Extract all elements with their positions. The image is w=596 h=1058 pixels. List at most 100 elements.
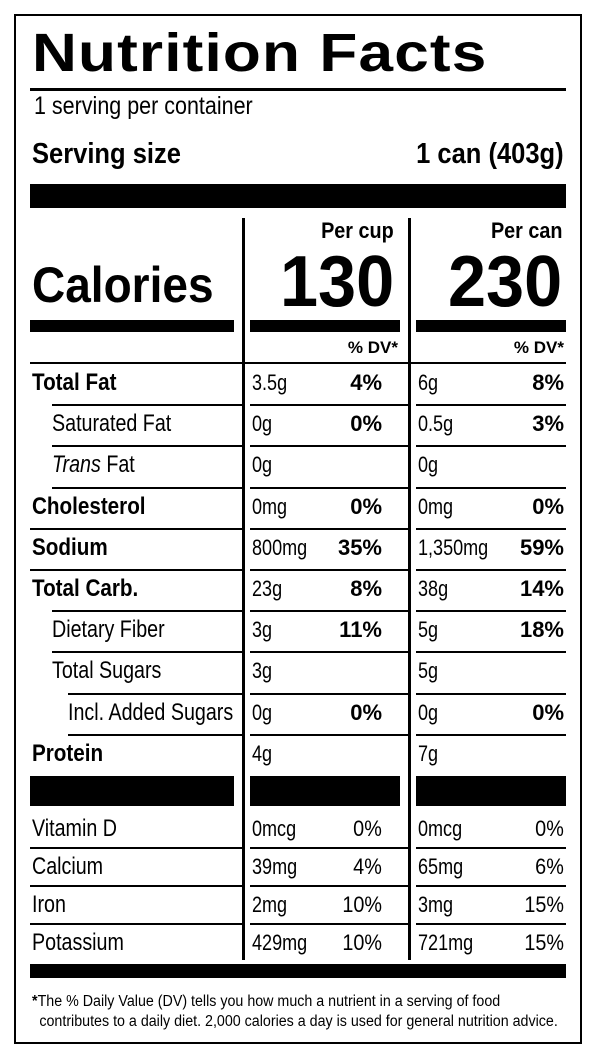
row-divider [250, 404, 408, 407]
row-divider [68, 733, 242, 736]
per-cup-heading: Per cup [321, 218, 394, 243]
row-divider [30, 569, 242, 571]
can-dv: 0% [532, 699, 564, 725]
can-amount: 38g [418, 576, 449, 601]
dv-heading-can: % DV* [513, 338, 564, 357]
vitamins-bar-can [416, 776, 566, 806]
cup-amount: 0mg [252, 493, 288, 519]
row-divider [250, 569, 408, 571]
nutrient-name: Protein [32, 739, 104, 767]
can-dv: 59% [519, 534, 564, 560]
row-divider [68, 692, 242, 695]
cup-amount: 2mg [252, 892, 288, 917]
column-divider-right [408, 218, 411, 960]
can-amount: 0g [418, 699, 439, 725]
nutrient-row: Protein 4g 7g [30, 735, 566, 776]
can-dv: 0% [535, 816, 564, 841]
can-dv: 18% [519, 617, 564, 643]
servings-per-container: 1 serving per container [34, 92, 253, 120]
row-divider [250, 692, 408, 695]
cup-amount: 3g [252, 658, 273, 684]
vitamins-bar-cup [250, 776, 400, 806]
row-divider [416, 692, 566, 695]
calories-bar-left [30, 320, 234, 332]
row-divider [416, 885, 566, 887]
cup-amount: 0mcg [252, 816, 297, 841]
vitamin-row: Vitamin D 0mcg 0% 0mcg 0% [30, 810, 566, 848]
footnote: *The % Daily Value (DV) tells you how mu… [32, 992, 558, 1032]
nutrient-row: Total Fat 3.5g 4% 6g 8% [30, 364, 566, 405]
nutrient-name: Trans Fat [52, 453, 135, 477]
nutrient-row: Dietary Fiber 3g 11% 5g 18% [30, 611, 566, 652]
dv-heading-cup: % DV* [347, 338, 398, 357]
row-divider [250, 885, 408, 887]
row-divider [250, 610, 408, 613]
row-divider [52, 404, 242, 407]
row-divider [250, 486, 408, 489]
footnote-star: * [32, 993, 38, 1010]
cup-amount: 4g [252, 740, 273, 766]
row-divider [52, 445, 242, 448]
vitamins-bar-left [30, 776, 234, 806]
can-dv: 14% [519, 576, 564, 601]
row-divider [416, 923, 566, 925]
column-divider-left [242, 218, 245, 960]
serving-size-value: 1 can (403g) [416, 138, 564, 170]
row-divider [52, 610, 242, 613]
nutrient-name: Total Sugars [52, 657, 162, 685]
cup-amount: 23g [252, 576, 283, 601]
cup-amount: 0g [252, 699, 273, 725]
per-can-heading: Per can [490, 218, 562, 243]
cup-dv: 4% [350, 370, 382, 395]
cup-dv: 10% [342, 930, 382, 955]
row-divider [30, 527, 242, 530]
row-divider [416, 610, 566, 613]
row-divider [416, 527, 566, 530]
vitamin-name: Vitamin D [32, 815, 117, 842]
cup-dv: 11% [339, 617, 382, 643]
can-amount: 0mg [418, 493, 454, 519]
cup-dv: 0% [350, 411, 382, 437]
calories-per-can: 230 [447, 242, 562, 322]
nutrient-name-italic: Trans [52, 451, 101, 479]
nutrient-name: Sodium [32, 533, 108, 561]
cup-dv: 4% [353, 854, 382, 879]
serving-size-bar [30, 184, 566, 208]
nutrient-row: Sodium 800mg 35% 1,350mg 59% [30, 529, 566, 570]
nutrient-row: Total Sugars 3g 5g [30, 652, 566, 693]
footnote-bar [30, 964, 566, 978]
cup-amount: 39mg [252, 854, 298, 879]
nutrient-name: Total Fat [32, 369, 117, 396]
row-divider [250, 527, 408, 530]
vitamin-name: Iron [32, 891, 66, 918]
serving-size-label: Serving size [32, 138, 181, 170]
nutrient-name: Incl. Added Sugars [68, 698, 234, 726]
row-divider [250, 733, 408, 736]
cup-dv: 0% [350, 699, 382, 725]
cup-amount: 3g [252, 617, 273, 643]
vitamin-row: Iron 2mg 10% 3mg 15% [30, 886, 566, 924]
nutrient-name: Saturated Fat [52, 410, 172, 438]
calories-per-cup: 130 [279, 242, 394, 322]
row-divider [30, 885, 242, 887]
row-divider [416, 569, 566, 571]
can-amount: 5g [418, 617, 439, 643]
footnote-line-2: contributes to a daily diet. 2,000 calor… [39, 1013, 558, 1030]
can-amount: 0mcg [418, 816, 463, 841]
cup-dv: 0% [350, 493, 382, 519]
calories-label: Calories [32, 257, 214, 313]
row-divider [250, 445, 408, 448]
can-amount: 3mg [418, 892, 454, 917]
vitamin-name: Potassium [32, 929, 124, 956]
can-amount: 65mg [418, 854, 464, 879]
cup-amount: 0g [252, 452, 273, 478]
can-amount: 5g [418, 658, 439, 684]
cup-dv: 35% [337, 534, 382, 560]
row-divider [416, 486, 566, 489]
nutrition-facts-label: Nutrition Facts 1 serving per container … [14, 14, 582, 1044]
vitamin-name: Calcium [32, 853, 104, 880]
row-divider [416, 651, 566, 654]
row-divider [250, 651, 408, 654]
row-divider [250, 847, 408, 849]
nutrient-name: Cholesterol [32, 492, 146, 520]
